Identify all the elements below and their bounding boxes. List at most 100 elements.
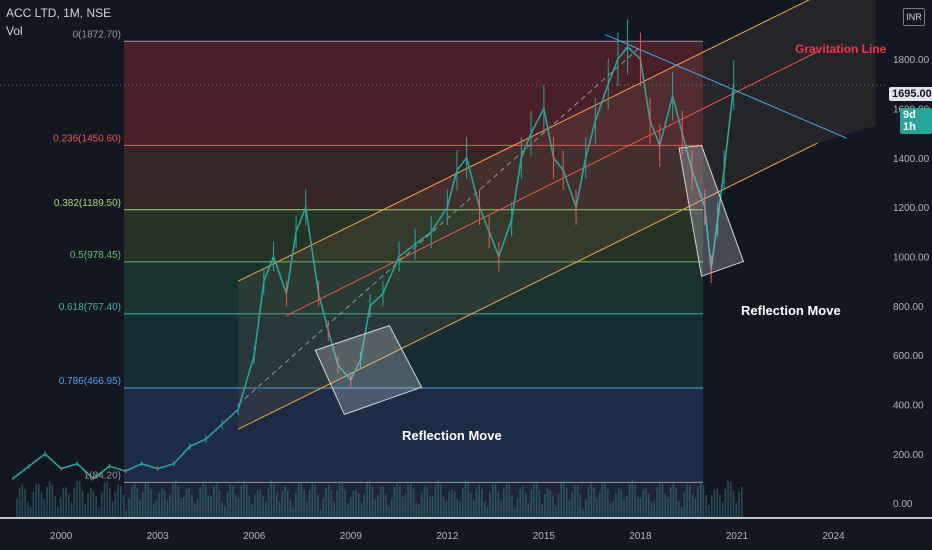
volume-bar [691, 493, 694, 518]
volume-bar [161, 487, 163, 518]
gravitation-line[interactable] [286, 51, 818, 317]
volume-bar [270, 480, 273, 518]
volume-bar [628, 483, 631, 518]
regression-channel[interactable] [237, 0, 876, 430]
volume-bar [440, 484, 442, 518]
trend-line[interactable] [604, 34, 847, 139]
volume-bar [377, 494, 379, 518]
volume-bar [730, 481, 732, 518]
volume-bar [483, 501, 486, 518]
volume-bar [437, 480, 439, 518]
volume-bar [404, 494, 407, 518]
volume-bar [565, 487, 568, 518]
volume-bar [374, 499, 377, 518]
volume-bar [645, 487, 647, 518]
volume-bar [24, 489, 26, 518]
volume-bar [585, 499, 587, 518]
drawing-overlays[interactable] [314, 144, 745, 416]
volume-bar [409, 482, 412, 518]
volume-bar [533, 481, 535, 518]
volume-bar [100, 492, 103, 518]
volume-bar [579, 494, 582, 518]
volume-bar [256, 489, 259, 518]
volume-bar [519, 488, 522, 518]
fib-zone [124, 388, 703, 483]
volume-bar [213, 486, 215, 518]
volume-bar [719, 495, 721, 518]
volume-bar [289, 499, 292, 518]
volume-bar [445, 500, 448, 518]
volume-bar [626, 495, 628, 518]
x-tick-label: 2000 [50, 531, 73, 542]
volume-bar [196, 499, 199, 518]
channel-upper-line[interactable] [237, 0, 869, 282]
volume-bar [486, 506, 489, 518]
volume-bar [549, 490, 552, 518]
last-price-badge: 1695.00 [889, 87, 932, 101]
gravitation-line-label: Gravitation Line [795, 42, 887, 56]
volume-bar [699, 480, 702, 518]
volume-bar [314, 484, 316, 518]
fib-labels: 0(1872.70) 0.236(1450.60) 0.382(1189.50) 0.… [53, 29, 121, 481]
volume-bar [527, 503, 530, 518]
symbol-title: ACC LTD, 1M, NSE [6, 6, 112, 20]
volume-bar [390, 499, 393, 518]
time-axis[interactable]: 2000 2003 2006 2009 2012 2015 2018 2021 2024 [0, 517, 932, 550]
reflection-box-1[interactable] [314, 324, 423, 416]
volume-bar [686, 484, 688, 518]
volume-bar [637, 497, 639, 518]
volume-bar [721, 502, 724, 518]
volume-bar [596, 498, 598, 518]
fib-zone [124, 41, 703, 146]
y-tick-label: 1000.00 [893, 253, 930, 264]
reflection-box-2[interactable] [678, 144, 745, 277]
volume-bar [393, 486, 396, 518]
volume-bar [582, 508, 584, 518]
volume-bar [716, 488, 718, 518]
volume-bar [554, 505, 557, 518]
volume-bar [180, 498, 182, 518]
volume-bar [615, 492, 617, 518]
x-tick-label: 2012 [436, 531, 459, 542]
volume-bar [46, 486, 48, 518]
volume-bar [379, 486, 382, 518]
volume-bar [658, 481, 661, 518]
currency-badge[interactable]: INR [903, 8, 925, 26]
volume-bar [248, 495, 251, 518]
fib-level-label: 0(1872.70) [73, 29, 121, 40]
volume-bar [489, 492, 491, 518]
volume-bar [708, 504, 710, 518]
volume-bar [278, 501, 281, 518]
volume-bar [732, 490, 735, 518]
fib-level-label: 0.5(978.45) [70, 250, 121, 261]
volume-bar [535, 481, 538, 518]
volume-bar [21, 484, 24, 518]
volume-bar [429, 496, 431, 518]
volume-bar [308, 489, 311, 518]
volume-bar [451, 489, 453, 518]
volume-bar [76, 480, 78, 518]
volume-bar [672, 483, 675, 518]
volume-bar [675, 488, 677, 518]
volume-bar [95, 496, 98, 518]
volume-bar [297, 483, 300, 518]
volume-bar [259, 489, 262, 518]
volume-bar [29, 506, 32, 518]
volume-bar [505, 481, 508, 518]
volume-bar [683, 492, 686, 518]
volume-bar [634, 485, 636, 518]
volume-bar [204, 484, 207, 518]
volume-bar [130, 487, 133, 518]
volume-bar [81, 490, 84, 518]
fibonacci-retracement[interactable] [124, 40, 703, 518]
volume-bar [664, 494, 666, 518]
volume-bar [177, 485, 180, 518]
volume-bar [281, 490, 284, 518]
volume-bar [494, 483, 497, 518]
volume-bar [461, 487, 464, 518]
volume-bar [355, 489, 357, 518]
volume-bar [563, 480, 565, 518]
volume-bar [448, 491, 450, 518]
volume-bar [617, 487, 620, 518]
